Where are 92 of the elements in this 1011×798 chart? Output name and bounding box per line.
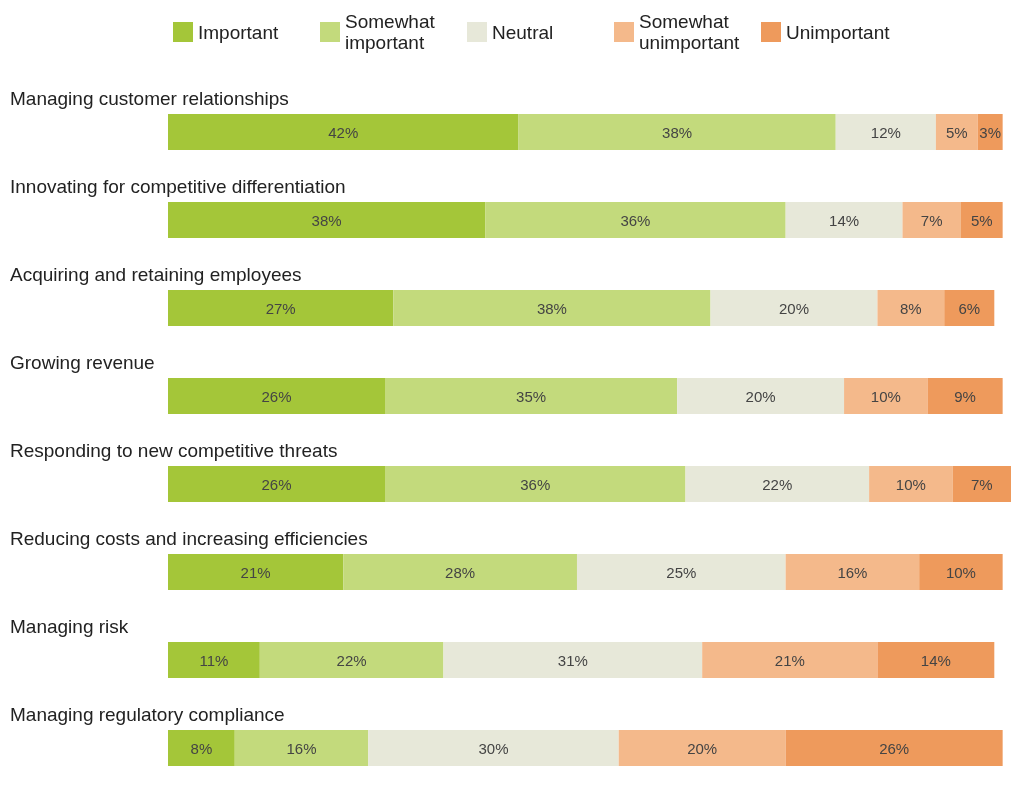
data-label: 10% [945,563,976,581]
data-label: 9% [954,387,976,405]
data-label: 25% [666,563,697,581]
bar [259,642,444,678]
data-label: 38% [662,123,693,141]
bar [443,642,703,678]
bar [677,378,845,414]
bar [685,466,870,502]
bar [927,378,1003,414]
data-label: 5% [970,211,993,229]
data-label: 12% [870,123,901,141]
bar [368,730,619,766]
data-label: 8% [900,299,922,317]
data-label: 26% [261,387,292,405]
data-label: 14% [920,651,951,669]
y-tick-label: Managing risk [10,616,129,637]
bar [168,466,386,502]
legend-label: Important [198,21,279,43]
data-label: 6% [958,299,981,317]
data-label: 16% [286,739,317,757]
data-label: 20% [778,299,810,317]
data-label: 38% [536,299,567,317]
data-label: 8% [190,739,213,757]
legend-label: Somewhat important [345,11,441,53]
data-label: 35% [516,387,547,405]
data-label: 20% [745,387,776,405]
bar [785,202,903,238]
y-tick-label: Managing regulatory compliance [10,704,285,725]
data-label: 11% [199,651,229,669]
bar [960,202,1003,238]
data-label: 20% [687,739,718,757]
bar [168,642,260,678]
y-tick-label: Growing revenue [10,352,155,373]
data-label: 7% [970,475,993,493]
bar [168,202,486,238]
data-label: 31% [557,651,588,669]
bar [168,114,519,150]
data-label: 30% [478,739,509,757]
data-label: 21% [240,563,271,581]
bar [835,114,936,150]
data-label: 26% [879,739,910,757]
bar [393,290,711,326]
bar [944,290,995,326]
legend-label: Unimportant [786,21,891,43]
bar [168,378,386,414]
bar [168,554,344,590]
y-tick-label: Reducing costs and increasing efficiencies [10,528,368,549]
bar [702,642,878,678]
bar [343,554,577,590]
data-label: 27% [265,299,296,317]
bar [952,466,1011,502]
y-tick-label: Managing customer relationships [10,88,289,109]
data-label: 22% [336,651,367,669]
bar [785,554,920,590]
data-label: 5% [945,123,968,141]
data-label: 28% [445,563,476,581]
bar [385,378,678,414]
data-label: 21% [774,651,805,669]
data-label: 22% [762,475,793,493]
data-label: 3% [979,123,1001,141]
bar [877,290,945,326]
data-label: 38% [311,211,342,229]
legend-label: Neutral [492,21,554,43]
data-label: 36% [620,211,651,229]
bar [869,466,953,502]
bar [576,554,786,590]
y-tick-label: Acquiring and retaining employees [10,264,302,285]
bar [877,642,995,678]
bar [785,730,1003,766]
y-tick-label: Innovating for competitive differentiation [10,176,346,197]
data-label: 7% [920,211,943,229]
bar [902,202,961,238]
bar [919,554,1003,590]
bar [168,290,394,326]
data-label: 42% [328,123,359,141]
data-label: 10% [895,475,926,493]
y-tick-label: Responding to new competitive threats [10,440,338,461]
data-label: 10% [870,387,901,405]
bar [518,114,836,150]
bar [234,730,369,766]
data-label: 14% [829,211,860,229]
bar [485,202,786,238]
bar [844,378,928,414]
legend-label: Somewhat unimportant [639,11,741,53]
bar [618,730,786,766]
bar [935,114,978,150]
bar [385,466,686,502]
bar [168,730,235,766]
data-label: 36% [520,475,551,493]
data-label: 16% [837,563,868,581]
data-label: 26% [261,475,292,493]
bar [710,290,878,326]
